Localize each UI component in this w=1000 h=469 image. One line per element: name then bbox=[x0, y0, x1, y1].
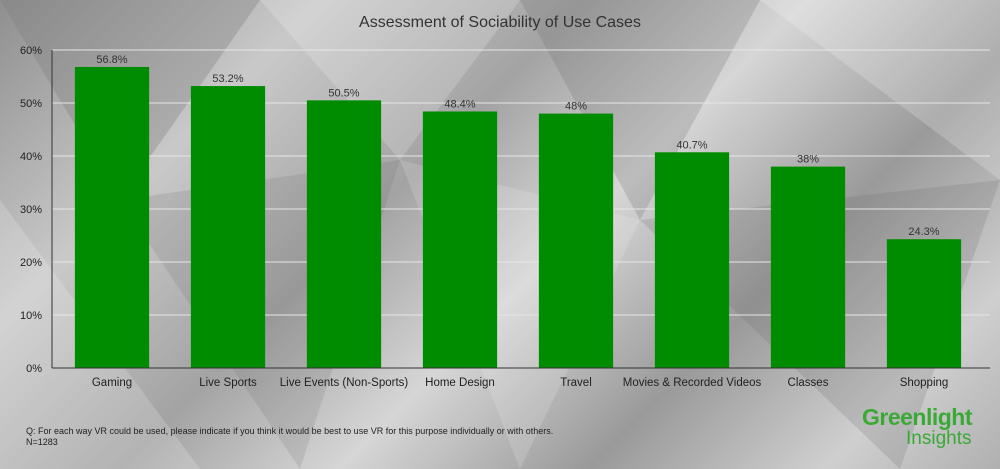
x-tick-label: Home Design bbox=[425, 377, 495, 389]
bars: 56.8% 53.2% 50.5% 48.4% 48% 40.7% 38% 24.3% bbox=[74, 54, 962, 369]
data-label: 53.2% bbox=[212, 73, 243, 85]
y-tick-label: 50% bbox=[20, 98, 42, 110]
y-tick-label: 10% bbox=[20, 310, 42, 322]
chart-title: Assessment of Sociability of Use Cases bbox=[359, 14, 641, 31]
footnote: Q: For each way VR could be used, please… bbox=[26, 426, 553, 448]
y-tick-label: 30% bbox=[20, 204, 42, 216]
y-tick-label: 0% bbox=[26, 363, 42, 375]
axes: 0% 10% 20% 30% 40% 50% 60% Gaming Live Sports Liv… bbox=[20, 45, 990, 389]
brand-name: Greenlight bbox=[862, 404, 973, 430]
x-tick-label: Classes bbox=[788, 377, 829, 389]
bar bbox=[74, 66, 150, 369]
brand-subname: Insights bbox=[906, 428, 972, 449]
footnote-question: Q: For each way VR could be used, please… bbox=[26, 426, 554, 436]
data-label: 24.3% bbox=[908, 226, 939, 238]
y-tick-label: 40% bbox=[20, 151, 42, 163]
data-label: 56.8% bbox=[96, 54, 127, 66]
data-label: 40.7% bbox=[676, 139, 707, 151]
bar bbox=[422, 111, 498, 368]
x-tick-label: Gaming bbox=[92, 377, 132, 389]
footnote-sample: N=1283 bbox=[26, 437, 58, 447]
x-tick-label: Movies & Recorded Videos bbox=[623, 377, 762, 389]
bar bbox=[770, 166, 846, 368]
data-label: 48% bbox=[565, 101, 587, 113]
x-tick-label: Travel bbox=[560, 377, 592, 389]
data-label: 50.5% bbox=[328, 87, 359, 99]
bar bbox=[306, 100, 382, 368]
data-label: 48.4% bbox=[444, 98, 475, 110]
y-tick-label: 20% bbox=[20, 257, 42, 269]
data-label: 38% bbox=[797, 154, 819, 166]
bar bbox=[886, 239, 962, 368]
x-tick-label: Shopping bbox=[900, 377, 949, 389]
x-tick-label: Live Events (Non-Sports) bbox=[280, 377, 409, 389]
x-tick-label: Live Sports bbox=[199, 377, 257, 389]
bar bbox=[538, 113, 614, 368]
y-tick-label: 60% bbox=[20, 45, 42, 57]
bar bbox=[190, 86, 266, 368]
brand-logo: Greenlight Insights bbox=[862, 404, 996, 454]
bar bbox=[654, 152, 730, 368]
